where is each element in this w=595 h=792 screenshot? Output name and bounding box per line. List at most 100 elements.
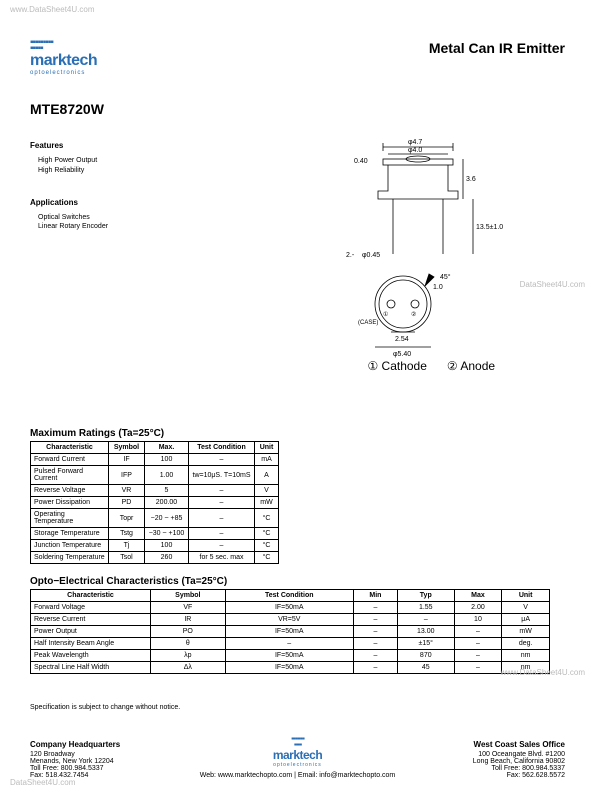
col-header: Unit xyxy=(502,590,550,602)
table-cell: V xyxy=(255,485,279,497)
table-cell: Power Dissipation xyxy=(31,497,109,509)
table-cell: 100 xyxy=(145,540,189,552)
dim-top-outer: φ4.7 xyxy=(408,139,422,146)
table-cell: 10 xyxy=(454,614,502,626)
features-heading: Features xyxy=(30,141,298,150)
logo-sub: optoelectronics xyxy=(191,762,405,768)
footer-hq: Company Headquarters 120 Broadway Menand… xyxy=(30,740,191,779)
logo: ▪▪▪▪▪▪▪▪▪▪▪▪▪▪ marktech optoelectronics xyxy=(30,40,97,76)
footer-line: Long Beach, California 90802 xyxy=(405,758,566,765)
table-cell: 2.00 xyxy=(454,602,502,614)
feature-item: High Power Output xyxy=(38,156,298,166)
dim-base-dia: φ5.40 xyxy=(393,351,411,358)
table-row: Power OutputPOIF=50mA–13.00–mW xyxy=(31,626,550,638)
opto-title: Opto−Electrical Characteristics (Ta=25°C… xyxy=(30,576,565,587)
table-row: Pulsed Forward CurrentIFP1.00tw=10μS. T=… xyxy=(31,466,279,485)
table-cell: 13.00 xyxy=(397,626,454,638)
table-cell: IF=50mA xyxy=(225,650,353,662)
table-cell: – xyxy=(454,662,502,674)
max-ratings-title: Maximum Ratings (Ta=25°C) xyxy=(30,428,565,439)
table-cell: °C xyxy=(255,528,279,540)
logo-name: marktech xyxy=(191,748,405,762)
two-column-region: Features High Power Output High Reliabil… xyxy=(30,129,565,373)
table-cell: IR xyxy=(151,614,226,626)
col-header: Test Condition xyxy=(225,590,353,602)
footer-mid: ▪▪▪▪▪▪▪▪▪▪▪ marktech optoelectronics Web… xyxy=(191,736,405,779)
table-header-row: Characteristic Symbol Max. Test Conditio… xyxy=(31,442,279,454)
table-cell: IFP xyxy=(109,466,145,485)
table-cell: mA xyxy=(255,454,279,466)
package-diagram: φ4.7 φ4.0 3.6 13.5±1.0 0.40 2.- φ0.45 ① xyxy=(298,129,538,359)
svg-text:②: ② xyxy=(411,311,416,318)
col-header: Symbol xyxy=(109,442,145,454)
col-header: Typ xyxy=(397,590,454,602)
table-cell: Tsol xyxy=(109,552,145,564)
logo-name: marktech xyxy=(30,52,97,70)
dim-lead-len: 13.5±1.0 xyxy=(476,224,503,231)
logo-sub: optoelectronics xyxy=(30,70,97,76)
table-row: Operating TemperatureTopr−20 ~ +85–°C xyxy=(31,509,279,528)
table-cell: nm xyxy=(502,650,550,662)
svg-text:①: ① xyxy=(383,311,388,318)
logo-dots: ▪▪▪▪▪▪▪▪▪▪▪▪▪▪ xyxy=(30,40,97,52)
table-cell: 1.00 xyxy=(145,466,189,485)
dim-tab-angle: 45° xyxy=(440,273,451,281)
table-cell: Junction Temperature xyxy=(31,540,109,552)
left-column: Features High Power Output High Reliabil… xyxy=(30,129,298,373)
part-number: MTE8720W xyxy=(30,101,565,117)
footer-line: 120 Broadway xyxy=(30,751,191,758)
table-row: Forward CurrentIF100–mA xyxy=(31,454,279,466)
table-cell: PO xyxy=(151,626,226,638)
features-list: High Power Output High Reliability xyxy=(38,156,298,176)
table-cell: IF=50mA xyxy=(225,602,353,614)
table-cell: deg. xyxy=(502,638,550,650)
table-cell: Topr xyxy=(109,509,145,528)
table-cell: Half Intensity Beam Angle xyxy=(31,638,151,650)
table-cell: – xyxy=(353,650,397,662)
table-cell: Spectral Line Half Width xyxy=(31,662,151,674)
table-cell: mW xyxy=(502,626,550,638)
table-cell: Forward Current xyxy=(31,454,109,466)
col-header: Characteristic xyxy=(31,590,151,602)
dim-body-h: 3.6 xyxy=(466,176,476,183)
table-cell: 870 xyxy=(397,650,454,662)
dim-lens-h: 0.40 xyxy=(354,158,368,165)
table-row: Peak WavelengthλpIF=50mA–870–nm xyxy=(31,650,550,662)
table-cell: IF=50mA xyxy=(225,662,353,674)
spec-note: Specification is subject to change witho… xyxy=(30,704,565,711)
table-cell: Pulsed Forward Current xyxy=(31,466,109,485)
table-cell: °C xyxy=(255,552,279,564)
table-row: Power DissipationPD200.00–mW xyxy=(31,497,279,509)
table-row: Soldering TemperatureTsol260for 5 sec. m… xyxy=(31,552,279,564)
table-cell: λp xyxy=(151,650,226,662)
table-cell: VR=5V xyxy=(225,614,353,626)
table-cell: Peak Wavelength xyxy=(31,650,151,662)
dim-top-inner: φ4.0 xyxy=(408,147,422,154)
table-cell: IF xyxy=(109,454,145,466)
table-row: Half Intensity Beam Angleθ––±15°–deg. xyxy=(31,638,550,650)
table-cell: 100 xyxy=(145,454,189,466)
dim-lead-dia: φ0.45 xyxy=(362,252,380,259)
pin-legend: ① Cathode ② Anode xyxy=(298,359,566,373)
table-cell: VR xyxy=(109,485,145,497)
table-cell: – xyxy=(189,454,255,466)
col-header: Unit xyxy=(255,442,279,454)
logo-dots: ▪▪▪▪▪▪▪▪▪▪▪ xyxy=(191,736,405,748)
table-cell: – xyxy=(353,662,397,674)
dim-lead-ext: 2.- xyxy=(346,252,355,259)
table-cell: PD xyxy=(109,497,145,509)
col-header: Test Condition xyxy=(189,442,255,454)
table-cell: 45 xyxy=(397,662,454,674)
table-cell: – xyxy=(189,485,255,497)
table-cell: Power Output xyxy=(31,626,151,638)
feature-item: High Reliability xyxy=(38,166,298,176)
table-cell: Operating Temperature xyxy=(31,509,109,528)
footer-line: 100 Oceangate Blvd. #1200 xyxy=(405,751,566,758)
table-cell: – xyxy=(189,540,255,552)
pin1-label: ① Cathode xyxy=(367,359,426,373)
dim-tab-len: 1.0 xyxy=(433,284,443,291)
table-cell: IF=50mA xyxy=(225,626,353,638)
max-ratings-table: Characteristic Symbol Max. Test Conditio… xyxy=(30,441,279,564)
table-cell: – xyxy=(353,638,397,650)
col-header: Max. xyxy=(145,442,189,454)
